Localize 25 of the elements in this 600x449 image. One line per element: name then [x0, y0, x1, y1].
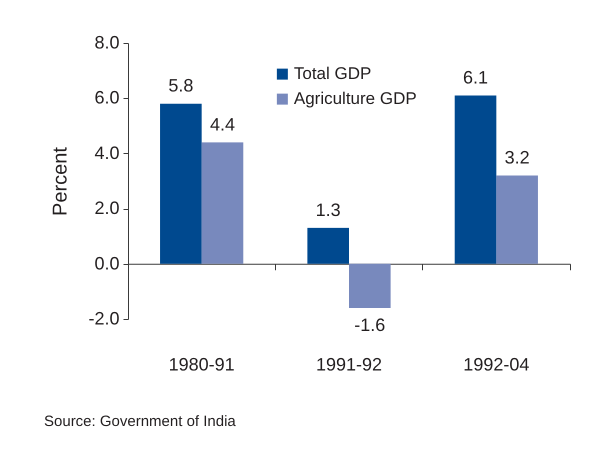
legend-label: Agriculture GDP — [294, 89, 417, 108]
y-tick-label: 0.0 — [94, 253, 120, 274]
legend-label: Total GDP — [294, 64, 372, 84]
data-label: 1.3 — [316, 200, 341, 220]
source-note: Source: Government of India — [44, 413, 236, 430]
bar — [349, 264, 391, 308]
x-tick-label: 1980-91 — [168, 354, 235, 374]
data-label: 6.1 — [463, 67, 488, 88]
x-tick-label: 1991-92 — [316, 354, 382, 374]
y-tick-label: 8.0 — [94, 32, 120, 52]
bar — [454, 95, 496, 264]
bar — [160, 104, 202, 264]
y-tick-label: -2.0 — [88, 308, 120, 328]
y-tick-label: 6.0 — [94, 88, 120, 108]
y-tick-label: 4.0 — [94, 142, 120, 163]
bar — [307, 228, 349, 264]
data-label: 3.2 — [504, 147, 530, 168]
x-tick-label: 1992-04 — [463, 354, 530, 374]
bar — [202, 142, 244, 264]
bar — [496, 175, 538, 264]
data-label: 4.4 — [210, 114, 235, 134]
data-label: -1.6 — [354, 314, 386, 335]
y-tick-label: 2.0 — [94, 198, 120, 218]
data-label: 5.8 — [168, 76, 194, 96]
y-axis-title: Percent — [49, 146, 72, 216]
